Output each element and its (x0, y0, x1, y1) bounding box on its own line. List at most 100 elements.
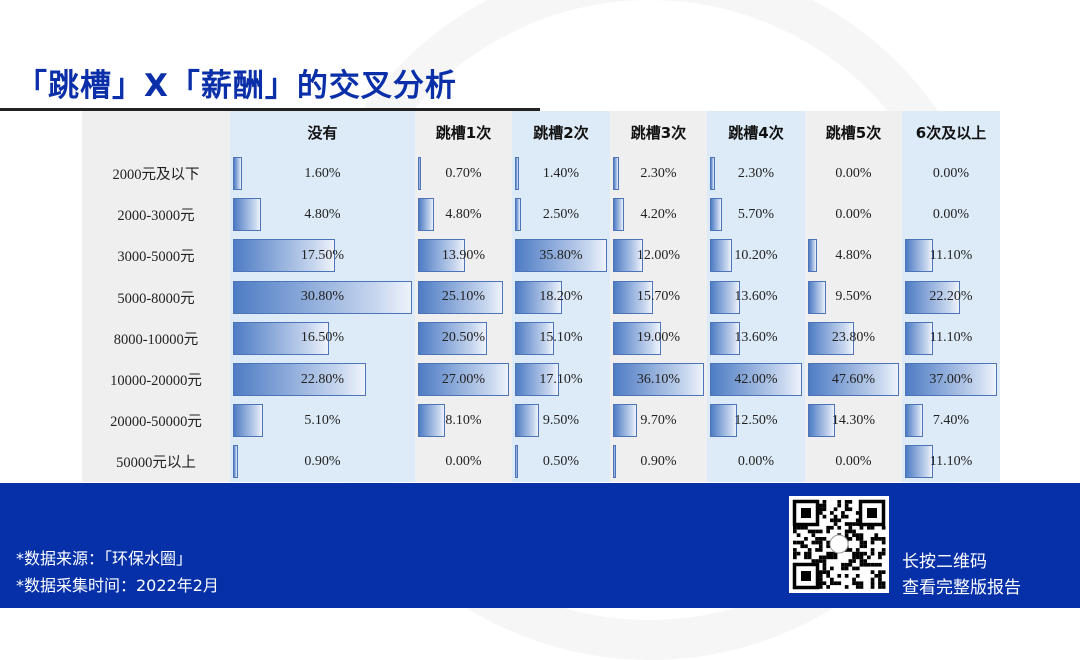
table-cell: 15.70% (610, 277, 707, 318)
cell-value: 27.00% (441, 371, 486, 387)
table-cell: 25.10% (415, 277, 512, 318)
table-cell: 37.00% (902, 359, 1000, 400)
cell-value: 2.30% (640, 165, 677, 181)
table-cell: 17.10% (512, 359, 610, 400)
cell-value: 47.60% (831, 371, 876, 387)
cell-value: 15.10% (539, 330, 583, 346)
footer: *数据来源：「环保水圈」 *数据采集时间：2022年2月 长按二维码 查看完整版… (0, 483, 1080, 608)
cell-value: 4.80% (835, 247, 872, 263)
cell-value: 4.80% (304, 206, 341, 222)
cell-value: 15.70% (636, 289, 681, 305)
scan-hint-line1: 长按二维码 (902, 552, 987, 572)
data-bar (515, 404, 540, 438)
data-bar (418, 198, 435, 232)
cell-value: 16.50% (300, 330, 345, 346)
cell-value: 0.00% (932, 165, 970, 181)
data-bar (418, 362, 509, 396)
cell-value: 5.10% (304, 412, 341, 428)
data-bar (515, 157, 519, 190)
table-cell: 10.20% (707, 235, 805, 276)
table-cell: 47.60% (805, 359, 902, 400)
table-cell: 2.30% (707, 153, 805, 194)
cell-value: 0.90% (640, 453, 677, 469)
table-cell: 36.10% (610, 359, 707, 400)
cell-value: 1.60% (304, 165, 341, 181)
row-label-column: 2000元及以下 2000-3000元 3000-5000元 5000-8000元 80… (82, 111, 230, 482)
data-bar (710, 198, 723, 232)
data-bar (613, 404, 638, 438)
cell-value: 13.90% (441, 247, 486, 263)
table-cell: 23.80% (805, 318, 902, 359)
table-cell: 0.00% (902, 194, 1000, 235)
table-cell: 0.00% (805, 153, 902, 194)
table-cell: 1.40% (512, 153, 610, 194)
cell-value: 8.10% (445, 412, 482, 428)
data-bar (515, 445, 518, 479)
table-cell: 0.90% (610, 441, 707, 482)
header-blank (82, 111, 230, 153)
table-cell: 4.20% (610, 194, 707, 235)
cell-value: 1.40% (542, 165, 580, 181)
cell-value: 20.50% (441, 330, 486, 346)
table-cell: 20.50% (415, 318, 512, 359)
table-cell: 4.80% (805, 235, 902, 276)
data-bar (418, 404, 446, 438)
table-cell: 9.50% (805, 277, 902, 318)
data-bar (233, 157, 243, 190)
data-collection-time: *数据采集时间：2022年2月 (16, 576, 219, 595)
data-bar (710, 239, 733, 273)
data-bar (905, 239, 933, 273)
cell-value: 30.80% (300, 289, 345, 305)
cell-value: 0.00% (737, 453, 775, 469)
data-bar (233, 321, 329, 355)
column-header: 跳槽1次 (435, 123, 492, 142)
cell-value: 4.20% (640, 206, 677, 222)
cell-value: 0.00% (835, 453, 872, 469)
data-bar (613, 362, 704, 396)
column-header: 6次及以上 (915, 123, 987, 142)
qr-code[interactable] (789, 496, 889, 593)
column-header: 没有 (307, 123, 338, 142)
data-bar (515, 362, 559, 396)
column-header: 跳槽5次 (825, 123, 882, 142)
data-bar (808, 321, 854, 355)
table-cell: 30.80% (230, 277, 415, 318)
data-bar (515, 280, 562, 314)
cell-value: 14.30% (831, 412, 876, 428)
cell-value: 11.10% (929, 453, 973, 469)
column-6: 跳槽5次 0.00% 0.00% 4.80% 9.50% 23.80% 47.60% 14.3… (805, 111, 902, 482)
table-cell: 0.00% (805, 194, 902, 235)
data-bar (613, 157, 619, 190)
table-cell: 11.10% (902, 441, 1000, 482)
table-cell: 0.70% (415, 153, 512, 194)
data-bar (710, 362, 802, 396)
cell-value: 11.10% (929, 330, 973, 346)
row-label: 2000元及以下 (112, 167, 200, 184)
table-cell: 42.00% (707, 359, 805, 400)
data-bar (233, 445, 239, 479)
row-label: 2000-3000元 (117, 208, 195, 225)
cell-value: 9.50% (835, 289, 872, 305)
table-cell: 2.30% (610, 153, 707, 194)
data-bar (808, 362, 899, 396)
cell-value: 9.70% (640, 412, 677, 428)
table-cell: 13.60% (707, 277, 805, 318)
table-cell: 0.00% (415, 441, 512, 482)
table-cell: 7.40% (902, 400, 1000, 441)
cell-value: 10.20% (734, 247, 778, 263)
table-cell: 4.80% (230, 194, 415, 235)
row-label: 5000-8000元 (117, 290, 195, 307)
table-cell: 0.90% (230, 441, 415, 482)
cell-value: 2.50% (542, 206, 580, 222)
data-bar (905, 445, 933, 479)
table-cell: 0.00% (805, 441, 902, 482)
data-bar (613, 445, 616, 479)
table-cell: 1.60% (230, 153, 415, 194)
cell-value: 0.90% (304, 453, 341, 469)
table-cell: 5.70% (707, 194, 805, 235)
table-cell: 15.10% (512, 318, 610, 359)
data-bar (905, 280, 961, 314)
data-bar (905, 404, 924, 438)
cell-value: 5.70% (737, 206, 775, 222)
cell-value: 25.10% (441, 289, 486, 305)
